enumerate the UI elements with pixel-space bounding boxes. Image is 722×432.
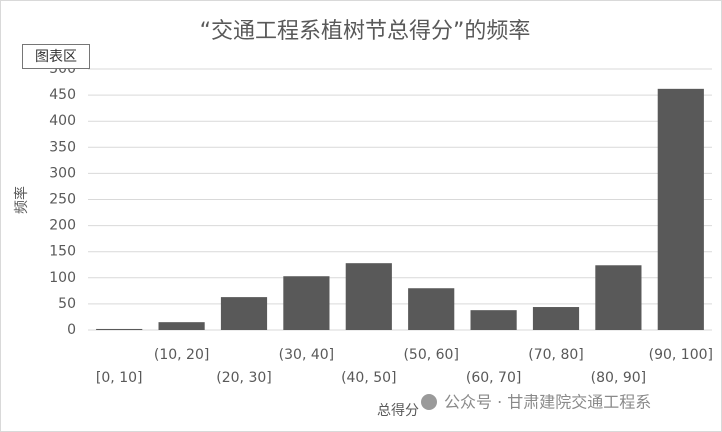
- watermark-text: 公众号 · 甘肃建院交通工程系: [444, 393, 651, 412]
- y-tick-label: 300: [49, 165, 76, 181]
- x-tick-label: (30, 40]: [279, 347, 334, 363]
- watermark: 公众号 · 甘肃建院交通工程系: [421, 393, 651, 412]
- tooltip-text: 图表区: [35, 49, 77, 65]
- y-tick-label: 200: [49, 218, 76, 234]
- y-tick-label: 450: [49, 87, 76, 103]
- x-tick-label: (10, 20]: [154, 347, 209, 363]
- y-tick-label: 50: [58, 296, 76, 312]
- tooltip: 图表区: [22, 44, 90, 69]
- bar: [220, 297, 268, 330]
- x-tick-label: (60, 70]: [466, 370, 521, 386]
- bar: [283, 276, 330, 330]
- x-tick-label: (90, 100]: [649, 347, 713, 363]
- bar: [470, 310, 517, 330]
- x-tick-label: (70, 80]: [528, 347, 583, 363]
- x-tick-label: (50, 60]: [403, 347, 458, 363]
- bar: [595, 265, 642, 330]
- y-tick-label: 0: [67, 322, 76, 338]
- x-tick-label: (40, 50]: [341, 370, 396, 386]
- bar: [96, 328, 143, 330]
- x-axis-label: 总得分: [377, 402, 419, 419]
- x-tick-label: [0, 10]: [96, 370, 143, 386]
- y-tick-label: 400: [49, 113, 76, 129]
- y-tick-label: 350: [49, 139, 76, 155]
- x-tick-label: (20, 30]: [216, 370, 271, 386]
- x-tick-label: (80, 90]: [591, 370, 646, 386]
- bar: [345, 263, 392, 330]
- chart-title: “交通工程系植树节总得分”的频率: [200, 19, 531, 44]
- watermark-icon: [421, 394, 437, 410]
- y-tick-label: 250: [49, 192, 76, 208]
- bar: [657, 88, 704, 330]
- bar: [532, 307, 580, 330]
- y-axis-label: 频率: [13, 186, 30, 214]
- y-tick-label: 150: [49, 244, 76, 260]
- tooltip-box: [22, 44, 90, 69]
- bar: [158, 322, 205, 330]
- y-tick-label: 100: [49, 270, 76, 286]
- bar: [408, 288, 455, 330]
